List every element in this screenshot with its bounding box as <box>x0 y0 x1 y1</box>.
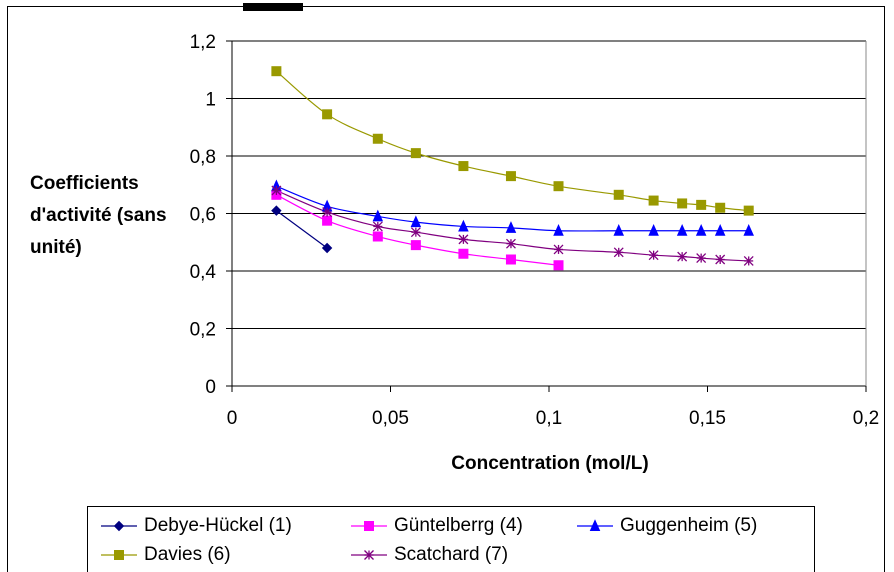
series-line-3 <box>275 70 749 212</box>
series-lines <box>275 70 749 266</box>
data-point <box>648 224 659 236</box>
data-point <box>322 215 333 226</box>
legend-swatch-marker <box>364 521 374 531</box>
data-point <box>715 254 726 265</box>
x-tick-label: 0,05 <box>372 408 409 429</box>
x-tick-label: 0 <box>227 408 238 429</box>
data-point <box>696 253 707 264</box>
axes <box>226 40 867 392</box>
data-point <box>271 205 282 216</box>
data-point <box>553 181 564 192</box>
legend-item: Scatchard (7) <box>350 543 508 567</box>
y-tick-label: 0,6 <box>190 205 216 226</box>
legend-item: Davies (6) <box>100 543 231 567</box>
data-point <box>677 251 688 262</box>
data-point <box>695 224 707 236</box>
data-point <box>271 185 282 196</box>
data-point <box>743 205 754 216</box>
data-point <box>458 248 469 259</box>
data-point <box>372 209 384 222</box>
data-point <box>372 231 383 242</box>
cropped-title-fragment <box>243 3 303 11</box>
data-point <box>553 260 564 271</box>
data-point <box>410 227 421 238</box>
x-tick-label: 0,1 <box>536 408 562 429</box>
y-tick-label: 0,8 <box>190 147 216 168</box>
legend-swatch-marker <box>364 550 374 560</box>
data-point <box>372 133 383 144</box>
series-line-0 <box>276 210 328 249</box>
data-point <box>322 109 333 120</box>
data-point <box>648 250 659 261</box>
plot-area: 0 0,2 0,4 0,6 0,8 1 1,2 0 0,05 0,1 0,15 0,2 <box>190 32 880 429</box>
data-point <box>676 224 688 236</box>
data-point <box>321 242 333 254</box>
y-tick-label: 1 <box>205 90 216 111</box>
legend-swatch-marker <box>589 519 601 531</box>
gridlines <box>232 40 866 329</box>
data-point <box>553 244 564 255</box>
x-tick-label: 0,15 <box>689 408 726 429</box>
data-point <box>613 247 624 258</box>
legend-swatch <box>577 519 613 531</box>
data-point <box>506 238 516 249</box>
series-markers <box>271 66 754 271</box>
series-line-2 <box>276 185 749 232</box>
legend-label: Güntelberrg (4) <box>394 515 523 536</box>
legend-label: Debye-Hückel (1) <box>144 515 292 536</box>
data-point <box>505 171 516 182</box>
data-point <box>410 240 421 251</box>
y-tick-label: 0 <box>205 377 216 398</box>
legend-swatch <box>351 550 387 560</box>
legend-label: Davies (6) <box>144 544 231 565</box>
data-point <box>715 202 726 213</box>
data-point <box>553 224 564 236</box>
y-tick-label: 0,2 <box>190 320 216 341</box>
legend-label: Scatchard (7) <box>394 544 509 565</box>
legend: Debye-Hückel (1) Güntelberrg (4) Guggenhei… <box>87 506 815 572</box>
data-point <box>714 224 726 236</box>
data-point <box>696 199 707 210</box>
data-point <box>372 221 383 232</box>
y-tick-label: 0,4 <box>190 262 217 283</box>
data-point <box>743 255 754 266</box>
y-tick-label: 1,2 <box>190 32 216 53</box>
data-point <box>613 224 625 236</box>
y-axis-label: Coefficients d'activité (sans unité) <box>30 173 167 258</box>
x-axis-label: Concentration (mol/L) <box>451 453 649 474</box>
y-tick-labels: 0 0,2 0,4 0,6 0,8 1 1,2 <box>190 32 217 398</box>
data-point <box>677 198 688 209</box>
data-point <box>458 161 469 172</box>
legend-item: Debye-Hückel (1) <box>100 514 292 538</box>
legend-swatch <box>351 521 387 531</box>
x-tick-label: 0,2 <box>853 408 879 429</box>
data-point <box>410 148 421 159</box>
legend-swatch <box>101 550 137 560</box>
x-tick-labels: 0 0,05 0,1 0,15 0,2 <box>227 408 880 429</box>
data-point <box>458 234 469 245</box>
data-point <box>322 207 333 218</box>
data-point <box>613 189 624 200</box>
data-point <box>505 221 517 233</box>
legend-item: Güntelberrg (4) <box>350 514 523 538</box>
chart-frame <box>7 3 885 572</box>
legend-swatch-marker <box>114 550 124 560</box>
data-point <box>271 66 282 77</box>
legend-item: Guggenheim (5) <box>576 514 757 538</box>
data-point <box>648 195 659 206</box>
data-point <box>505 254 516 265</box>
data-point <box>410 215 422 228</box>
data-point <box>743 224 754 236</box>
legend-swatch-marker <box>113 520 125 532</box>
legend-swatch <box>101 520 137 532</box>
legend-label: Guggenheim (5) <box>620 515 758 536</box>
data-point <box>458 219 469 232</box>
